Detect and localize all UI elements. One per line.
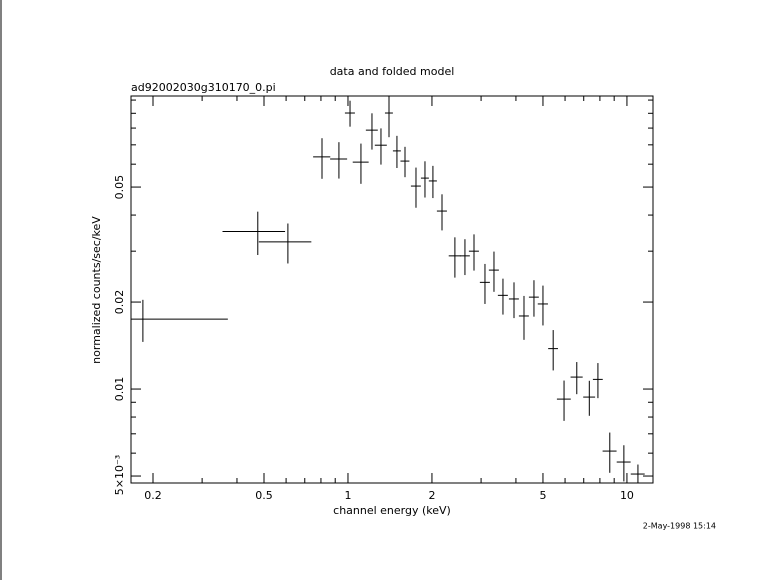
y-tick-label: 0.05 bbox=[113, 175, 126, 200]
x-tick-label: 1 bbox=[344, 489, 351, 502]
x-tick-label: 5 bbox=[539, 489, 546, 502]
chart-title: data and folded model bbox=[330, 65, 455, 78]
y-tick-label: 0.01 bbox=[113, 377, 126, 402]
x-tick-label: 0.2 bbox=[144, 489, 162, 502]
x-tick-label: 10 bbox=[620, 489, 634, 502]
timestamp: 2-May-1998 15:14 bbox=[643, 522, 716, 531]
y-tick-label: 0.02 bbox=[113, 290, 126, 315]
x-axis-label: channel energy (keV) bbox=[333, 504, 451, 517]
x-tick-label: 2 bbox=[428, 489, 435, 502]
chart-subtitle: ad92002030g310170_0.pi bbox=[131, 81, 276, 94]
data-layer bbox=[131, 96, 645, 483]
x-tick-label: 0.5 bbox=[255, 489, 273, 502]
plot-frame bbox=[130, 95, 654, 484]
y-axis-label: normalized counts/sec/keV bbox=[90, 216, 103, 364]
y-tick-label: 5×10⁻³ bbox=[113, 455, 126, 495]
